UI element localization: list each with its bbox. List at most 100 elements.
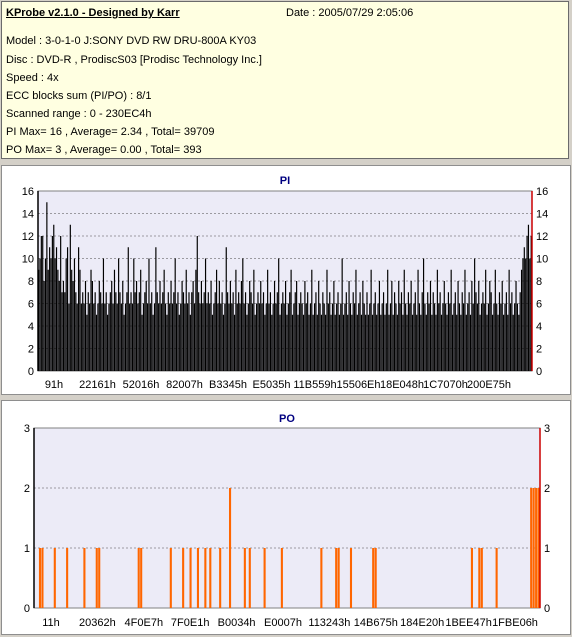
pi-bar (160, 303, 162, 371)
pi-bar (480, 303, 483, 371)
pi-bar (309, 303, 312, 371)
pi-bar (164, 303, 167, 371)
pi-bar (260, 281, 262, 371)
pi-bar (133, 258, 135, 371)
pi-bar (258, 303, 260, 371)
pi-bar (496, 303, 498, 371)
pi-bar (315, 292, 317, 371)
pi-bar (148, 258, 150, 371)
pi-bar (152, 314, 154, 371)
pi-bar (453, 303, 455, 371)
pi-bar (93, 303, 95, 371)
pi-bar (427, 292, 429, 371)
pi-bar (337, 292, 339, 371)
pi-bar (376, 314, 378, 371)
pi-bar (349, 303, 352, 371)
pi-bar (118, 258, 120, 371)
pi-bar (268, 303, 270, 371)
pi-title: PI (280, 175, 290, 187)
pi-ytick-right: 12 (536, 231, 548, 243)
pi-bar (55, 247, 58, 371)
pi-bar (193, 303, 196, 371)
po-ytick-right: 2 (544, 483, 550, 495)
pi-bar (135, 281, 138, 371)
po-bar (530, 488, 533, 608)
po-bar (196, 548, 200, 608)
pi-bar (113, 269, 116, 371)
pi-bar (474, 258, 476, 371)
po-bar (480, 548, 483, 608)
pi-bar (116, 303, 118, 371)
pi-bar (508, 269, 510, 371)
pi-bar (195, 269, 197, 371)
pi-bar (229, 281, 231, 371)
pi-bar (503, 314, 505, 371)
po-chart-panel: PO 0 0 1 1 2 2 3 3 11h 20362h 4F0E7h 7F0E1h B0034h E00… (1, 400, 571, 635)
po-bar (280, 548, 283, 608)
pi-bar (318, 281, 320, 371)
po-xtick: 184E20h (400, 617, 444, 629)
pi-bar (486, 314, 488, 371)
pi-bar (68, 303, 70, 371)
po-summary-line: PO Max= 3 , Average= 0.00 , Total= 393 (6, 144, 202, 156)
pi-bar (490, 292, 492, 371)
pi-bar (416, 314, 418, 371)
pi-bar (265, 303, 267, 371)
pi-bar (482, 292, 484, 371)
pi-bar (182, 292, 185, 371)
po-bar (137, 548, 140, 608)
pi-bar (422, 258, 425, 371)
pi-ytick-left: 10 (22, 254, 34, 266)
pi-bar (200, 281, 202, 371)
pi-bar (269, 292, 271, 371)
pi-bar (54, 258, 56, 371)
pi-bar (210, 281, 212, 371)
pi-bar (221, 292, 223, 371)
pi-bar (261, 303, 263, 371)
po-bar (189, 548, 192, 608)
pi-bar (254, 314, 256, 371)
pi-bar (405, 303, 407, 371)
pi-bar (411, 314, 414, 371)
pi-bar (98, 281, 100, 371)
pi-bar (322, 292, 324, 371)
pi-bar (211, 314, 214, 371)
pi-bar (46, 202, 48, 371)
pi-bar (443, 281, 445, 371)
pi-bar (479, 314, 481, 371)
pi-bar (232, 292, 234, 371)
pi-bar (246, 314, 248, 371)
pi-bar (498, 292, 501, 371)
pi-bar (406, 314, 408, 371)
pi-summary-line: PI Max= 16 , Average= 2.34 , Total= 3970… (6, 126, 215, 138)
pi-xtick: 18E048h (380, 379, 424, 391)
pi-bar (206, 303, 208, 371)
pi-ytick-left: 14 (22, 209, 34, 221)
pi-bar (371, 314, 374, 371)
pi-bar (334, 314, 336, 371)
pi-bar (294, 292, 296, 371)
pi-bar (285, 281, 287, 371)
po-bar (478, 548, 481, 608)
pi-bar (130, 292, 132, 371)
pi-bar (43, 281, 45, 371)
pi-bar (460, 314, 462, 371)
pi-bar (431, 314, 433, 371)
pi-bar (497, 314, 499, 371)
po-title: PO (279, 413, 295, 425)
pi-bar (399, 303, 401, 371)
pi-ytick-right: 2 (536, 344, 542, 356)
pi-bar (356, 314, 358, 371)
pi-bar (275, 303, 277, 371)
pi-bar (446, 314, 448, 371)
pi-bar (75, 292, 77, 371)
pi-xtick: 11B559h (293, 379, 336, 391)
pi-bar (305, 303, 307, 371)
pi-bar (489, 281, 491, 371)
pi-bar (312, 314, 314, 371)
pi-bar (475, 292, 477, 371)
pi-bar (115, 292, 117, 371)
pi-bar (434, 303, 436, 371)
pi-bar (487, 303, 490, 371)
pi-bar (222, 314, 225, 371)
